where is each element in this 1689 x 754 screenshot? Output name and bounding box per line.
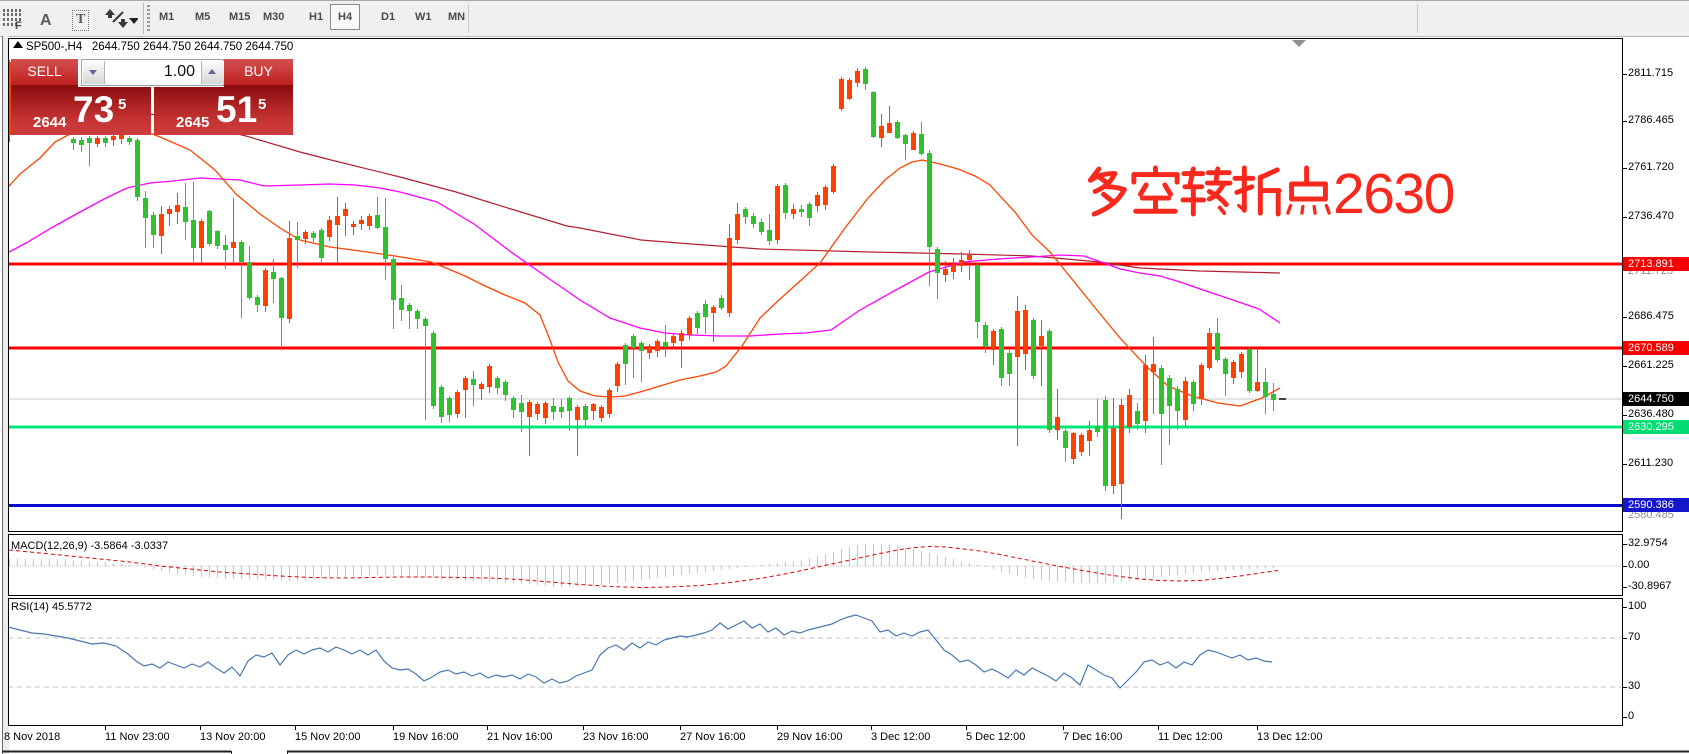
svg-text:2630: 2630 [1333, 162, 1454, 226]
